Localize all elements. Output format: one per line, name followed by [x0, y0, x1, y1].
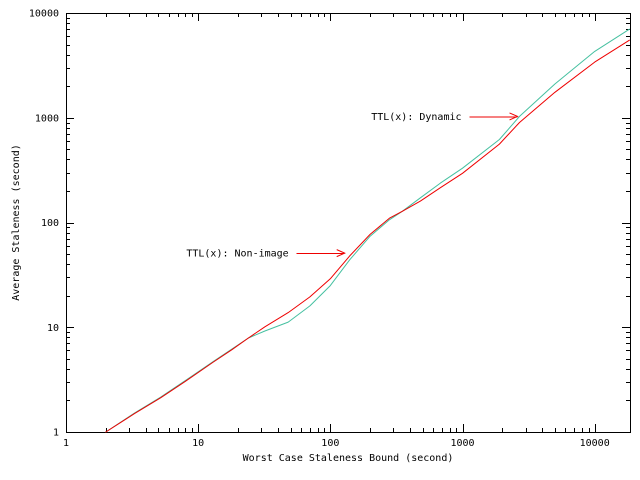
y-tick-label: 1 [53, 428, 59, 439]
plot-border [66, 13, 631, 433]
series-line-ttl-x-dynamic [105, 28, 630, 433]
x-tick-label: 10 [192, 438, 204, 449]
y-axis-title: Average Staleness (second) [11, 144, 22, 301]
y-tick-label: 10 [47, 323, 59, 334]
x-tick-label: 100 [321, 438, 339, 449]
x-axis-title: Worst Case Staleness Bound (second) [243, 453, 454, 464]
arrow-head-icon [509, 112, 519, 121]
annotation-label-non-image: TTL(x): Non-image [186, 249, 288, 260]
y-tick-label: 1000 [35, 113, 59, 124]
y-tick-label: 100 [41, 218, 59, 229]
x-tick-label: 10000 [580, 438, 610, 449]
x-tick-label: 1000 [450, 438, 474, 449]
annotation-label-dynamic: TTL(x): Dynamic [371, 112, 461, 123]
x-tick-label: 1 [63, 438, 69, 449]
y-tick-label: 10000 [29, 9, 59, 20]
arrow-head-icon [336, 249, 346, 258]
series-line-ttl-x-non-image [105, 39, 630, 433]
